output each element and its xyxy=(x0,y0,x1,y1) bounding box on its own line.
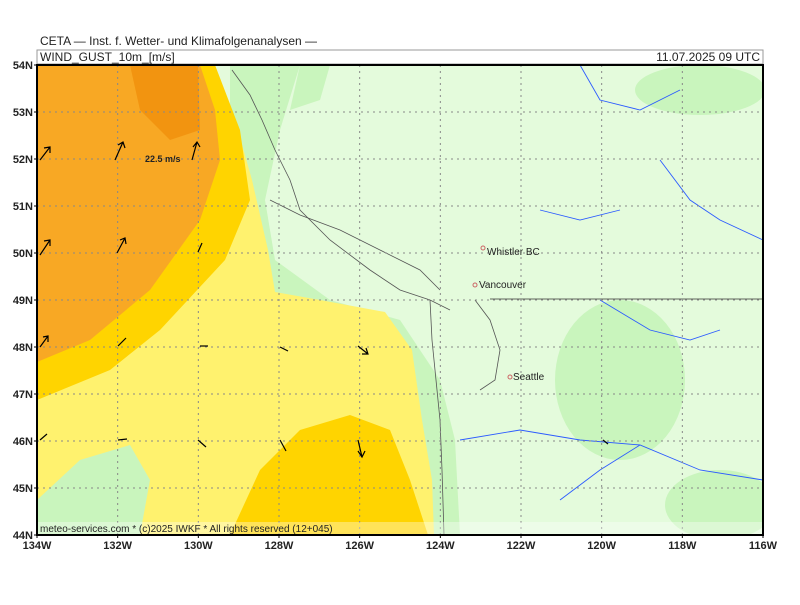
lat-label: 50N xyxy=(13,248,33,260)
lat-label: 49N xyxy=(13,295,33,307)
place-marker xyxy=(472,282,478,288)
parameter: WIND_GUST_10m_[m/s] xyxy=(40,50,175,64)
lat-label: 47N xyxy=(13,389,33,401)
zone-green xyxy=(665,470,763,535)
lon-label: 134W xyxy=(23,540,52,552)
map-area: Whistler BC Vancouver Seattle 22.5 m/s m… xyxy=(37,65,763,535)
lat-label: 52N xyxy=(13,154,33,166)
grid xyxy=(37,65,763,535)
place-marker xyxy=(507,374,513,380)
lon-label: 124W xyxy=(426,540,455,552)
zone-green xyxy=(37,445,150,535)
lat-label: 45N xyxy=(13,483,33,495)
lat-label: 46N xyxy=(13,436,33,448)
zone-green xyxy=(555,300,685,460)
zone-orange xyxy=(37,65,220,362)
lat-label: 53N xyxy=(13,107,33,119)
place-label: Whistler BC xyxy=(487,247,540,258)
zone-green xyxy=(290,65,330,110)
lon-label: 132W xyxy=(103,540,132,552)
valid-time: 11.07.2025 09 UTC xyxy=(656,50,760,64)
contour-label: 22.5 m/s xyxy=(145,154,181,164)
lon-label: 118W xyxy=(668,540,697,552)
lon-label: 120W xyxy=(587,540,616,552)
zone-dark-orange xyxy=(130,65,200,140)
institute: CETA — Inst. f. Wetter- und Klimafolgena… xyxy=(40,34,317,48)
lat-label: 48N xyxy=(13,342,33,354)
lon-label: 130W xyxy=(184,540,213,552)
footer: meteo-services.com * (c)2025 IWKF * All … xyxy=(40,524,333,535)
lat-label: 51N xyxy=(13,201,33,213)
lat-label: 54N xyxy=(13,60,33,72)
lon-label: 128W xyxy=(265,540,294,552)
lat-label: 44N xyxy=(13,530,33,542)
zone-gold xyxy=(230,415,428,535)
lon-label: 126W xyxy=(345,540,374,552)
footer-band xyxy=(37,522,763,535)
zone-green xyxy=(635,65,763,115)
lon-label: 116W xyxy=(749,540,778,552)
place-marker xyxy=(480,245,486,251)
wind-arrows xyxy=(39,140,609,459)
rivers xyxy=(459,65,763,501)
lon-label: 122W xyxy=(507,540,536,552)
place-label: Vancouver xyxy=(479,280,527,291)
place-label: Seattle xyxy=(513,372,545,383)
